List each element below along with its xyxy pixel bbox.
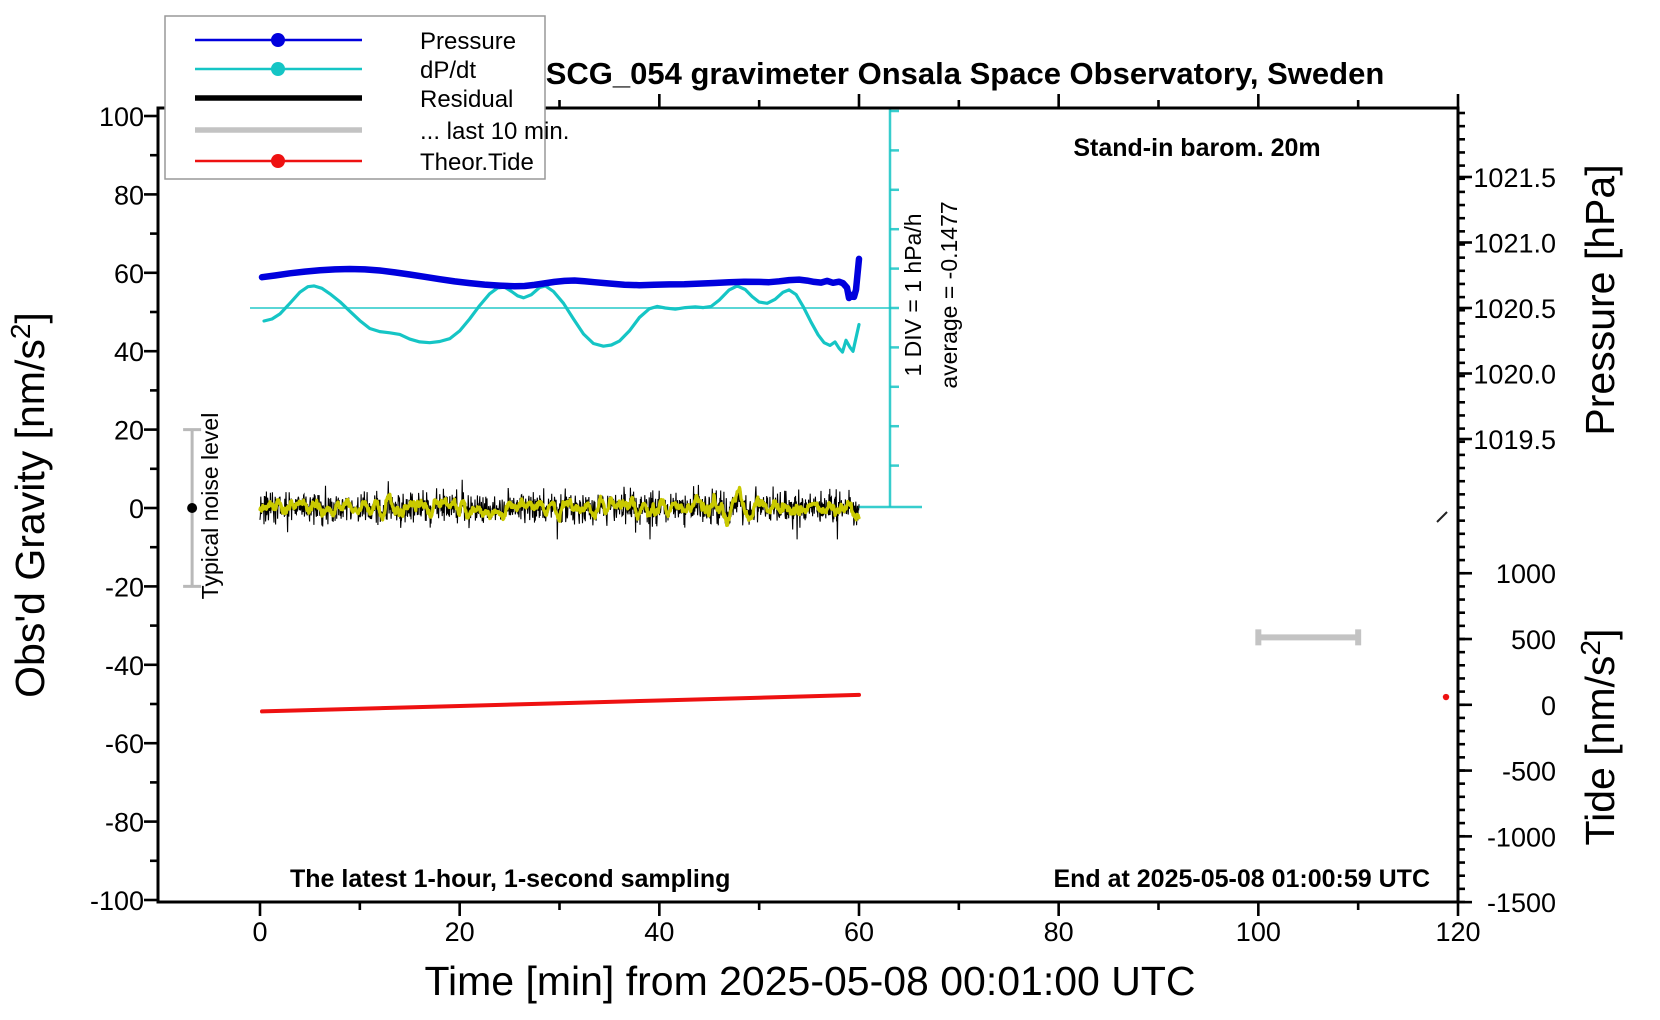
tide-title-sup: 2	[1575, 640, 1606, 656]
pressure-tick-label: 1019.5	[1473, 425, 1556, 455]
x-axis-ticks: 0 20 40 60 80 100 120	[252, 94, 1481, 947]
pressure-tick-label: 1021.5	[1473, 163, 1556, 193]
tide-tick-label: -1000	[1487, 822, 1556, 852]
series-pressure	[258, 255, 863, 302]
plot-border	[156, 106, 1460, 904]
latest-tide-marker	[1442, 693, 1450, 701]
dpdt-scale-annotation: 1 DIV = 1 hPa/h	[900, 213, 926, 376]
pressure-axis-title: Pressure [hPa]	[1577, 164, 1623, 435]
series-tide	[260, 692, 861, 714]
x-tick-label: 80	[1044, 917, 1074, 947]
tide-tick-label: 0	[1541, 691, 1556, 721]
noise-level-dot	[187, 503, 198, 513]
y-left-tick-label: 80	[114, 180, 144, 210]
markers	[183, 428, 1450, 701]
y-left-tick-label: 20	[114, 416, 144, 446]
sampling-annotation: The latest 1-hour, 1-second sampling	[290, 865, 730, 893]
y-left-title-close: ]	[7, 312, 53, 323]
y-left-axis-title: Obs'd Gravity [nm/s2]	[5, 312, 53, 698]
y-left-title-main: Obs'd Gravity [nm/s	[7, 339, 53, 698]
pressure-tick-label: 1020.0	[1473, 360, 1556, 390]
dpdt-curve	[262, 284, 861, 354]
pressure-tick-label: 1021.0	[1473, 229, 1556, 259]
tide-axis-title: Tide [nm/s2]	[1575, 629, 1623, 846]
legend-label-dpdt: dP/dt	[420, 57, 476, 84]
legend: Pressure dP/dt Residual ... last 10 min.…	[164, 15, 569, 180]
x-tick-label: 120	[1435, 917, 1480, 947]
x-tick-label: 20	[445, 917, 475, 947]
y-left-tick-label: -60	[105, 729, 144, 759]
tide-title-close: ]	[1577, 629, 1623, 640]
y-left-tick-label: -20	[105, 572, 144, 602]
tide-title-main: Tide [nm/s	[1577, 656, 1623, 846]
noise-level-annotation: Typical noise level	[197, 413, 223, 600]
legend-label-theortide: Theor.Tide	[420, 149, 534, 176]
chart-title: SCG_054 gravimeter Onsala Space Observat…	[546, 56, 1385, 91]
tide-tick-label: -1500	[1487, 888, 1556, 918]
series-residual	[258, 479, 861, 540]
residual-smoothed-curve	[258, 485, 861, 528]
y-left-tick-label: 60	[114, 259, 144, 289]
tide-tick-label: 500	[1511, 625, 1556, 655]
series-dpdt	[262, 284, 861, 354]
legend-label-pressure: Pressure	[420, 28, 516, 55]
legend-label-last10min: ... last 10 min.	[420, 118, 569, 145]
x-tick-label: 100	[1236, 917, 1281, 947]
end-time-annotation: End at 2025-05-08 01:00:59 UTC	[1053, 865, 1430, 893]
y-left-tick-label: 0	[129, 494, 144, 524]
tide-tick-label: 1000	[1496, 559, 1556, 589]
y-left-tick-label: -40	[105, 651, 144, 681]
x-tick-label: 60	[844, 917, 874, 947]
tide-tick-label: -500	[1502, 757, 1556, 787]
legend-dot-pressure	[271, 33, 285, 47]
legend-dot-dpdt	[271, 62, 285, 76]
x-axis-title: Time [min] from 2025-05-08 00:01:00 UTC	[425, 958, 1196, 1004]
latest-residual-marker	[1436, 511, 1448, 523]
x-tick-label: 0	[252, 917, 267, 947]
y-left-ticks: 100 80 60 40 20 0 -20 -40 -60 -80 -100	[90, 102, 158, 916]
y-right-ticks: 1021.5 1021.0 1020.5 1020.0 1019.5 1000 500 0 -5…	[1458, 111, 1556, 918]
x-tick-label: 40	[644, 917, 674, 947]
legend-dot-theortide	[271, 154, 285, 168]
dpdt-average-annotation: average = -0.1477	[936, 201, 962, 388]
theor-tide-curve	[260, 692, 861, 714]
y-left-tick-label: 40	[114, 337, 144, 367]
y-left-title-sup: 2	[5, 324, 36, 340]
y-left-tick-label: -80	[105, 808, 144, 838]
legend-label-residual: Residual	[420, 86, 513, 113]
y-left-tick-label: 100	[99, 102, 144, 132]
y-left-tick-label: -100	[90, 886, 144, 916]
pressure-tick-label: 1020.5	[1473, 294, 1556, 324]
pressure-curve	[258, 255, 863, 302]
dpdt-axis	[250, 108, 922, 509]
barometer-annotation: Stand-in barom. 20m	[1073, 134, 1320, 162]
